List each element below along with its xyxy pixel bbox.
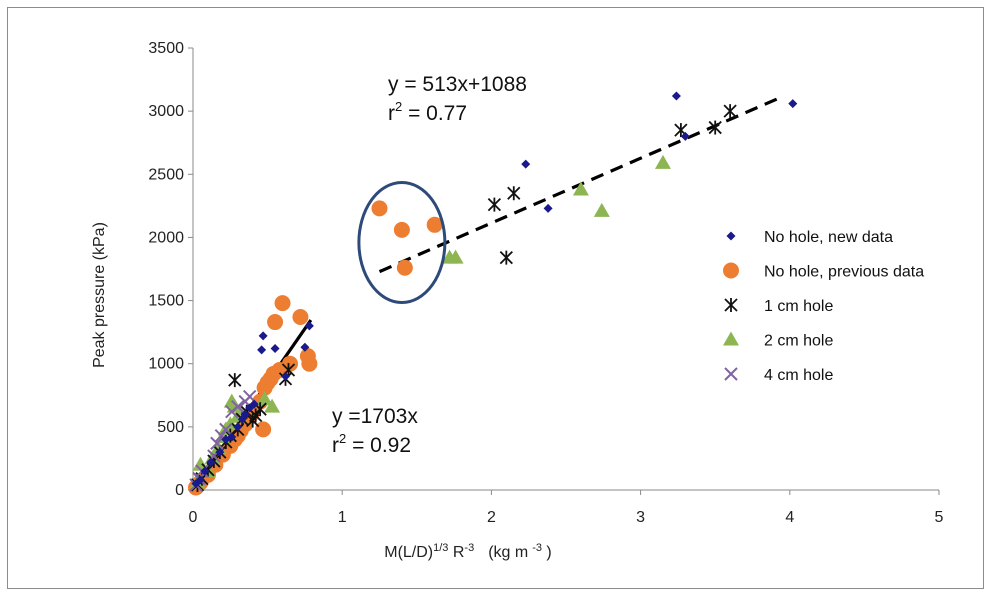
data-point xyxy=(267,314,284,331)
data-point xyxy=(593,202,610,217)
data-point xyxy=(249,399,259,409)
y-tick-label: 500 xyxy=(157,419,184,436)
chart-frame xyxy=(7,7,984,589)
series-triangle xyxy=(189,154,671,489)
fit-r2-lower: r2 = 0.92 xyxy=(332,431,411,457)
data-point xyxy=(521,159,531,169)
x-axis-label: M(L/D)1/3 R-3 (kg m -3 ) xyxy=(384,542,552,561)
data-point xyxy=(255,421,272,438)
data-point xyxy=(371,200,388,217)
legend-label: No hole, new data xyxy=(764,229,893,246)
data-point xyxy=(708,120,722,135)
data-point xyxy=(680,131,690,141)
x-stroke xyxy=(219,422,233,437)
x-tick-label: 3 xyxy=(636,509,645,526)
y-tick-label: 1000 xyxy=(148,356,184,373)
legend-marker xyxy=(724,367,738,381)
legend: No hole, new data No hole, previous data 1… xyxy=(723,229,924,384)
x-tick-label: 0 xyxy=(189,509,198,526)
axes: 0 500 1000 1500 2000 2500 3000 3500 0 1 2 3 4 5 xyxy=(148,40,943,526)
data-point xyxy=(507,186,521,201)
data-point xyxy=(487,197,502,212)
data-point xyxy=(274,295,291,312)
legend-label: 2 cm hole xyxy=(764,333,833,350)
data-point xyxy=(671,91,681,101)
data-point xyxy=(543,203,553,213)
data-point xyxy=(256,391,273,406)
data-point xyxy=(233,422,243,432)
x-stroke xyxy=(214,428,229,443)
y-tick-label: 0 xyxy=(175,482,184,499)
data-point xyxy=(300,342,310,352)
x-stroke xyxy=(724,367,738,381)
fit-lines xyxy=(191,95,783,491)
data-points xyxy=(187,91,798,496)
x-tick-label: 4 xyxy=(785,509,794,526)
data-point xyxy=(257,345,267,355)
legend-marker xyxy=(723,262,739,279)
x-stroke xyxy=(210,436,224,450)
y-tick-label: 1500 xyxy=(148,293,184,310)
y-axis-label: Peak pressure (kPa) xyxy=(91,222,108,368)
data-point xyxy=(723,104,737,119)
x-tick-label: 5 xyxy=(935,509,944,526)
highlight-ellipse-layer xyxy=(357,180,447,304)
data-point xyxy=(304,321,314,331)
legend-label: 1 cm hole xyxy=(764,298,833,315)
data-point xyxy=(292,308,309,325)
data-point xyxy=(240,409,250,419)
data-point xyxy=(195,475,205,485)
series-asterisk xyxy=(190,104,737,492)
y-tick-label: 2000 xyxy=(148,229,184,246)
fit-r2-upper: r2 = 0.77 xyxy=(388,99,467,125)
data-point xyxy=(228,373,242,388)
y-tick-label: 3000 xyxy=(148,103,184,120)
data-point xyxy=(426,216,443,233)
legend-item: 1 cm hole xyxy=(724,298,833,315)
data-point xyxy=(499,250,513,265)
data-point xyxy=(227,432,237,442)
legend-label: No hole, previous data xyxy=(764,264,924,281)
legend-item: No hole, new data xyxy=(726,229,893,246)
data-point xyxy=(264,398,281,413)
legend-label: 4 cm hole xyxy=(764,367,833,384)
fit-equation-lower: y =1703x xyxy=(332,405,418,428)
legend-marker xyxy=(726,231,736,241)
data-point xyxy=(270,344,280,354)
data-point xyxy=(200,466,210,476)
data-point xyxy=(396,259,413,276)
data-point xyxy=(231,399,245,414)
legend-marker xyxy=(724,298,738,312)
x-tick-label: 1 xyxy=(338,509,347,526)
legend-item: No hole, previous data xyxy=(723,262,924,281)
data-point xyxy=(219,422,233,437)
data-point xyxy=(301,355,318,372)
x-tick-label: 2 xyxy=(487,509,496,526)
data-point xyxy=(215,447,225,457)
data-point xyxy=(206,457,216,467)
data-point xyxy=(281,371,291,381)
legend-marker xyxy=(723,331,739,346)
x-stroke xyxy=(242,389,257,404)
fit-equation-upper: y = 513x+1088 xyxy=(388,73,527,96)
series-diamond xyxy=(191,91,798,489)
data-point xyxy=(654,154,671,169)
data-point xyxy=(788,99,798,109)
data-point xyxy=(572,181,589,196)
y-tick-label: 3500 xyxy=(148,40,184,57)
data-point xyxy=(393,221,410,238)
data-point xyxy=(447,249,464,264)
data-point xyxy=(258,331,268,341)
legend-item: 2 cm hole xyxy=(723,331,833,350)
y-tick-label: 2500 xyxy=(148,166,184,183)
highlight-ellipse xyxy=(357,180,447,304)
legend-item: 4 cm hole xyxy=(724,367,833,384)
data-point xyxy=(210,436,224,450)
x-stroke xyxy=(231,399,245,414)
